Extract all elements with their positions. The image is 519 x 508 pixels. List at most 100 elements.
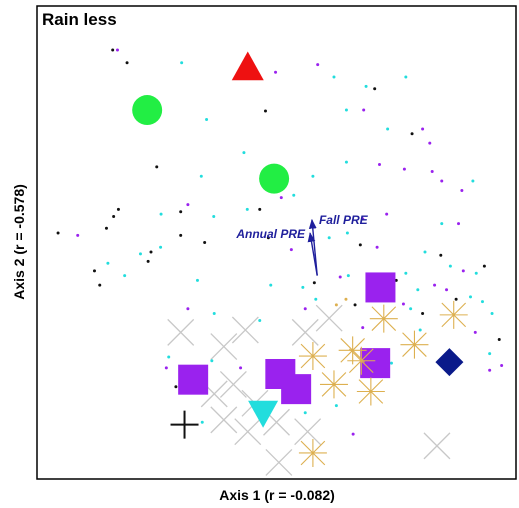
dot-point (167, 355, 171, 359)
dot-point (179, 233, 183, 237)
dot-point (416, 288, 420, 292)
biplot-vectors: Fall PRE Annual PRE (235, 213, 369, 276)
dot-point (394, 278, 398, 282)
dot-point (351, 432, 355, 436)
circle-point (259, 163, 290, 194)
triangle-up-point (231, 51, 264, 81)
dot-point (418, 328, 422, 332)
dot-point (334, 404, 338, 408)
cross-point (315, 304, 343, 332)
x-axis-label: Axis 1 (r = -0.082) (219, 487, 335, 503)
square-point (365, 272, 396, 303)
cross-point (291, 318, 319, 346)
dot-point (346, 274, 350, 278)
chart-title: Rain less (42, 10, 117, 29)
dot-point (180, 61, 184, 65)
dot-point (242, 151, 246, 155)
dot-point (312, 281, 316, 285)
dot-point (461, 269, 465, 273)
dot-point (448, 264, 452, 268)
dot-point (439, 253, 443, 257)
square-point (281, 374, 312, 405)
star-point (338, 336, 367, 365)
dot-point (410, 132, 414, 136)
dot-point (279, 196, 283, 200)
dot-point (386, 127, 390, 131)
square-point (178, 364, 209, 395)
dot-point (332, 75, 336, 79)
dot-point (480, 300, 484, 304)
dot-point (345, 231, 349, 235)
star-point (319, 370, 348, 399)
dot-point (468, 295, 472, 299)
square-point (360, 348, 391, 379)
vector-label: Fall PRE (319, 213, 369, 227)
dot-point (428, 141, 432, 145)
dot-point (258, 319, 262, 323)
dot-point (334, 303, 338, 307)
dot-point (385, 212, 389, 216)
star-point (298, 438, 327, 467)
dot-point (364, 84, 368, 88)
cross-point (265, 448, 293, 476)
star-point (369, 304, 398, 333)
triangle-down-point (248, 400, 279, 428)
dot-point (430, 170, 434, 174)
dot-point (473, 330, 477, 334)
star-point (400, 330, 429, 359)
dot-point (401, 302, 405, 306)
dot-point (421, 311, 425, 315)
dot-point (314, 297, 318, 301)
dot-point (301, 285, 305, 289)
dot-point (353, 303, 357, 307)
dot-point (344, 160, 348, 164)
dot-point (433, 283, 437, 287)
vector-arrow (307, 232, 318, 276)
cross-point (294, 418, 322, 446)
dot-point (274, 70, 278, 74)
dot-point (159, 212, 163, 216)
dot-point (195, 278, 199, 282)
dot-point (377, 162, 381, 166)
dot-point (373, 87, 377, 91)
star-point (298, 342, 327, 371)
dot-point (303, 307, 307, 311)
dot-point (316, 63, 320, 67)
dot-point (421, 127, 425, 131)
dot-point (440, 222, 444, 226)
dot-point (303, 411, 307, 415)
dot-point (361, 217, 365, 221)
cross-point (219, 370, 247, 398)
dot-point (258, 207, 262, 211)
dot-point (482, 264, 486, 268)
dot-point (289, 248, 293, 252)
dot-point (125, 61, 129, 65)
vector-label: Annual PRE (235, 227, 306, 241)
star-point (347, 346, 376, 375)
plot-frame (36, 5, 517, 480)
dot-point (488, 368, 492, 372)
dot-point (98, 283, 102, 287)
dot-point (474, 271, 478, 275)
dot-point (164, 366, 168, 370)
dot-point (186, 307, 190, 311)
dot-point (402, 167, 406, 171)
dot-point (200, 420, 204, 424)
dot-point (338, 275, 342, 279)
dot-point (186, 203, 190, 207)
dot-point (361, 326, 365, 330)
dot-point (138, 252, 142, 256)
plus-point (170, 410, 199, 439)
dot-point (263, 109, 267, 113)
dot-point (106, 261, 110, 265)
dot-point (488, 352, 492, 356)
cross-point (210, 406, 238, 434)
dot-point (375, 245, 379, 249)
circle-point (132, 95, 163, 126)
star-point (439, 300, 468, 329)
dot-point (404, 271, 408, 275)
dot-point (239, 366, 243, 370)
dot-point (423, 250, 427, 254)
cross-point (234, 418, 262, 446)
